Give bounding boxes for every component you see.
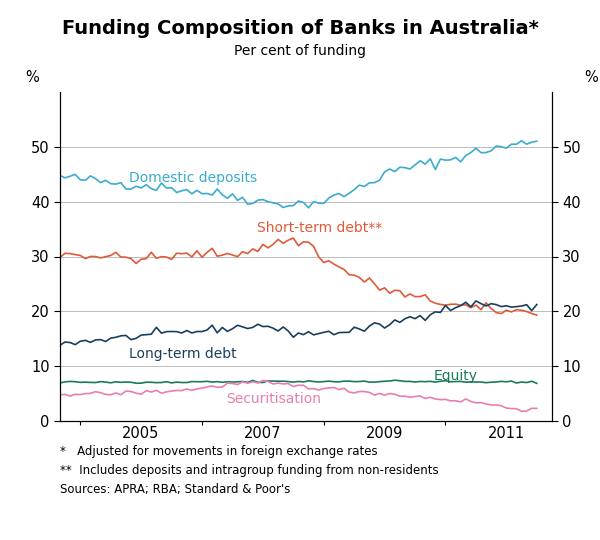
Text: *   Adjusted for movements in foreign exchange rates: * Adjusted for movements in foreign exch… <box>60 446 377 458</box>
Text: Domestic deposits: Domestic deposits <box>129 171 257 185</box>
Text: Equity: Equity <box>433 369 477 383</box>
Text: %: % <box>26 70 40 85</box>
Text: **  Includes deposits and intragroup funding from non-residents: ** Includes deposits and intragroup fund… <box>60 464 439 477</box>
Text: Securitisation: Securitisation <box>226 392 321 406</box>
Text: Per cent of funding: Per cent of funding <box>234 44 366 58</box>
Text: Short-term debt**: Short-term debt** <box>257 221 382 235</box>
Text: Long-term debt: Long-term debt <box>129 347 236 361</box>
Text: Sources: APRA; RBA; Standard & Poor's: Sources: APRA; RBA; Standard & Poor's <box>60 483 290 496</box>
Text: Funding Composition of Banks in Australia*: Funding Composition of Banks in Australi… <box>62 19 538 38</box>
Text: %: % <box>584 70 598 85</box>
